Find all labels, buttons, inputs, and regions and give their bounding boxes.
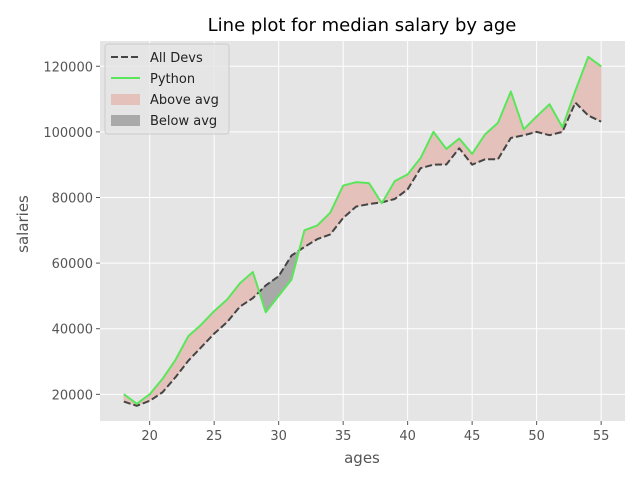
y-tick-label: 20000 — [52, 388, 93, 403]
legend: All Devs Python Above avg Below avg — [104, 43, 230, 135]
legend-items: All Devs Python Above avg Below avg — [111, 51, 219, 129]
fill-above-avg — [587, 56, 602, 123]
legend-label: Above avg — [150, 93, 219, 108]
x-tick-label: 30 — [270, 429, 287, 444]
x-tick-label: 35 — [335, 429, 352, 444]
y-tick-label: 80000 — [52, 191, 93, 206]
y-tick-label: 60000 — [52, 257, 93, 272]
y-tick-label: 120000 — [43, 60, 93, 75]
legend-label: Below avg — [150, 114, 217, 129]
x-tick-label: 50 — [528, 429, 545, 444]
y-tick-label: 40000 — [52, 323, 93, 338]
fill-above-avg — [355, 181, 370, 207]
y-tick-label: 100000 — [43, 126, 93, 141]
legend-swatch — [111, 115, 140, 126]
legend-label: Python — [150, 72, 195, 87]
x-tick-label: 40 — [399, 429, 416, 444]
x-tick-label: 55 — [593, 429, 610, 444]
series-line-python — [123, 55, 602, 405]
x-tick-label: 45 — [464, 429, 481, 444]
series-lines — [123, 55, 602, 407]
series-line-all-devs — [123, 101, 602, 407]
legend-label: All Devs — [150, 51, 203, 66]
legend-box — [104, 43, 230, 135]
x-axis-label: ages — [344, 449, 380, 467]
tick-labels: 20 25 30 35 40 45 50 55 20000 40000 60000 80000 1000… — [43, 60, 609, 444]
x-tick-label: 25 — [206, 429, 223, 444]
y-axis-label: salaries — [14, 195, 32, 253]
x-tick-label: 20 — [141, 429, 158, 444]
chart-title: Line plot for median salary by age — [208, 15, 517, 36]
legend-swatch — [111, 94, 140, 105]
